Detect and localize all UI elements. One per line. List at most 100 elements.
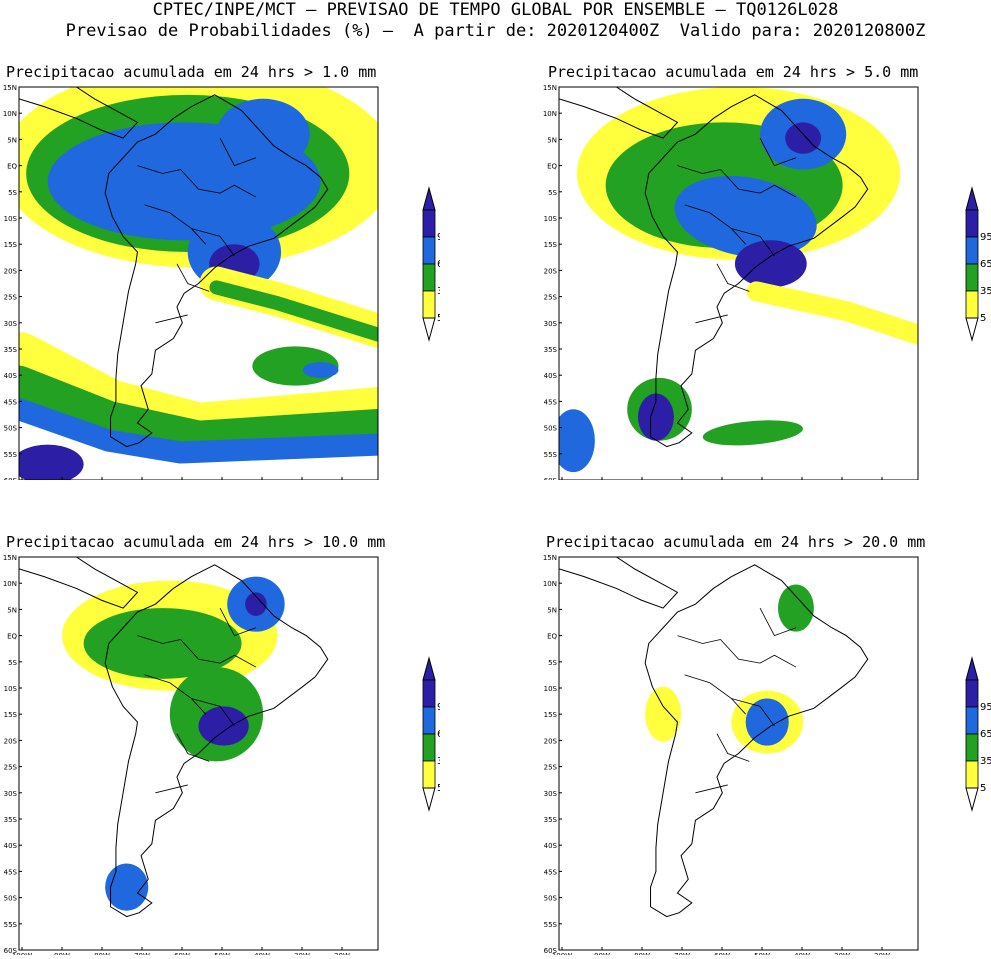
country-border (180, 169, 257, 198)
prob-area (19, 444, 84, 480)
prob-area (734, 240, 807, 288)
lat-label: 5N (547, 136, 557, 144)
lat-label: 30S (4, 320, 18, 328)
legend-label: 65 (980, 259, 991, 270)
legend-arrow-top (965, 186, 979, 211)
lon-label: 50W (214, 952, 230, 955)
prob-band (209, 280, 378, 342)
prob-area (302, 362, 339, 378)
map-svg: 15N 10N 5N EQ 5S 10S 15S 20S 25S 30S 35S 40S 45S 50S 5… (3, 84, 450, 490)
legend-arrow-top (422, 186, 436, 211)
country-border (759, 607, 797, 637)
lat-label: 10N (543, 580, 557, 588)
probability-layer (19, 87, 378, 480)
lat-label: 50S (544, 895, 558, 903)
prob-area (777, 584, 814, 632)
lat-label: 35S (544, 346, 558, 354)
lat-label: 60S (4, 477, 18, 480)
map-frame (558, 556, 919, 951)
map-svg: 15N 10N 5N EQ 5S 10S 15S 20S 25S 30S 35S 40S 45S 50S 5… (543, 554, 991, 959)
lat-label: 15S (544, 241, 558, 249)
map-panel-3: 15N 10N 5N EQ 5S 10S 15S 20S 25S 30S 35S 40S 45S 50S 5… (0, 550, 450, 959)
legend-label: 65 (980, 729, 991, 740)
lat-label: 50S (544, 425, 558, 433)
lat-label: 25S (4, 294, 18, 302)
country-border (684, 674, 746, 715)
legend-swatch (422, 236, 436, 265)
lat-label: 25S (544, 764, 558, 772)
lat-label: 30S (544, 320, 558, 328)
legend-swatch (422, 706, 436, 735)
lat-label: 10N (3, 580, 17, 588)
map-svg: 15N 10N 5N EQ 5S 10S 15S 20S 25S 30S 35S 40S 45S 50S 5… (3, 554, 450, 959)
country-border (155, 784, 188, 794)
lon-label: 20W (334, 952, 350, 955)
prob-area (198, 706, 249, 746)
lat-label: 35S (4, 346, 18, 354)
header-title-line1: CPTEC/INPE/MCT — PREVISAO DE TEMPO GLOBA… (152, 0, 839, 20)
legend-label: 5 (980, 783, 986, 794)
lat-label: 40S (4, 842, 18, 850)
lon-label: 90W (54, 952, 70, 955)
prob-area (245, 592, 267, 616)
legend-label: 35 (980, 286, 991, 297)
legend-label: 95 (980, 702, 991, 713)
lat-label: 60S (4, 947, 18, 955)
panel-title-1: Precipitacao acumulada em 24 hrs > 1.0 m… (6, 63, 377, 81)
prob-area (702, 420, 803, 446)
lat-label: 40S (4, 372, 18, 380)
lat-label: 15S (4, 711, 18, 719)
legend-swatch (965, 760, 979, 789)
legend-swatch (965, 706, 979, 735)
country-border (716, 733, 750, 762)
probability-layer (559, 87, 918, 473)
probability-layer (559, 557, 869, 918)
lat-label: 30S (4, 790, 18, 798)
legend-label: 95 (437, 232, 440, 243)
legend-swatch (422, 733, 436, 762)
lat-label: 60S (544, 477, 558, 480)
legend-swatch (422, 290, 436, 319)
lon-label: 60W (174, 952, 190, 955)
legend-arrow-bottom (422, 787, 436, 812)
lat-label: 10S (4, 215, 18, 223)
lat-label: 5S (8, 189, 17, 197)
map-svg: 15N 10N 5N EQ 5S 10S 15S 20S 25S 30S 35S 40S 45S 50S 5… (543, 84, 991, 490)
lat-label: 5N (7, 136, 17, 144)
lat-label: 30S (544, 790, 558, 798)
lat-label: 40S (544, 372, 558, 380)
legend-label: 65 (437, 259, 440, 270)
legend-label: 95 (437, 702, 440, 713)
lat-label: 25S (544, 294, 558, 302)
lat-label: 10S (4, 685, 18, 693)
country-border (720, 169, 797, 198)
lon-label: 90W (594, 952, 610, 955)
prob-area (674, 176, 817, 258)
lat-label: 55S (4, 921, 18, 929)
lat-label: 5N (547, 606, 557, 614)
lat-label: 10N (3, 110, 17, 118)
legend-swatch (965, 263, 979, 292)
coastline-central-america (19, 87, 139, 139)
country-border (720, 639, 797, 668)
legend-swatch (422, 263, 436, 292)
lon-label: 100W (552, 952, 572, 955)
lon-label: 40W (254, 952, 270, 955)
lat-label: 5S (8, 659, 17, 667)
legend-arrow-bottom (965, 317, 979, 342)
lat-label: 10S (544, 685, 558, 693)
country-border (191, 698, 235, 727)
lat-label: 5N (7, 606, 17, 614)
lat-label: 10S (544, 215, 558, 223)
country-border (677, 165, 721, 174)
lat-label: 45S (4, 398, 18, 406)
coastline-south-america (104, 564, 329, 918)
lat-label: EQ (7, 163, 17, 171)
lat-label: 5S (548, 189, 557, 197)
lat-label: 20S (544, 737, 558, 745)
legend-swatch (965, 679, 979, 708)
prob-area (745, 698, 789, 746)
map-panel-1: 15N 10N 5N EQ 5S 10S 15S 20S 25S 30S 35S 40S 45S 50S 5… (0, 80, 450, 490)
country-border (155, 314, 188, 324)
probability-layer (19, 557, 329, 918)
